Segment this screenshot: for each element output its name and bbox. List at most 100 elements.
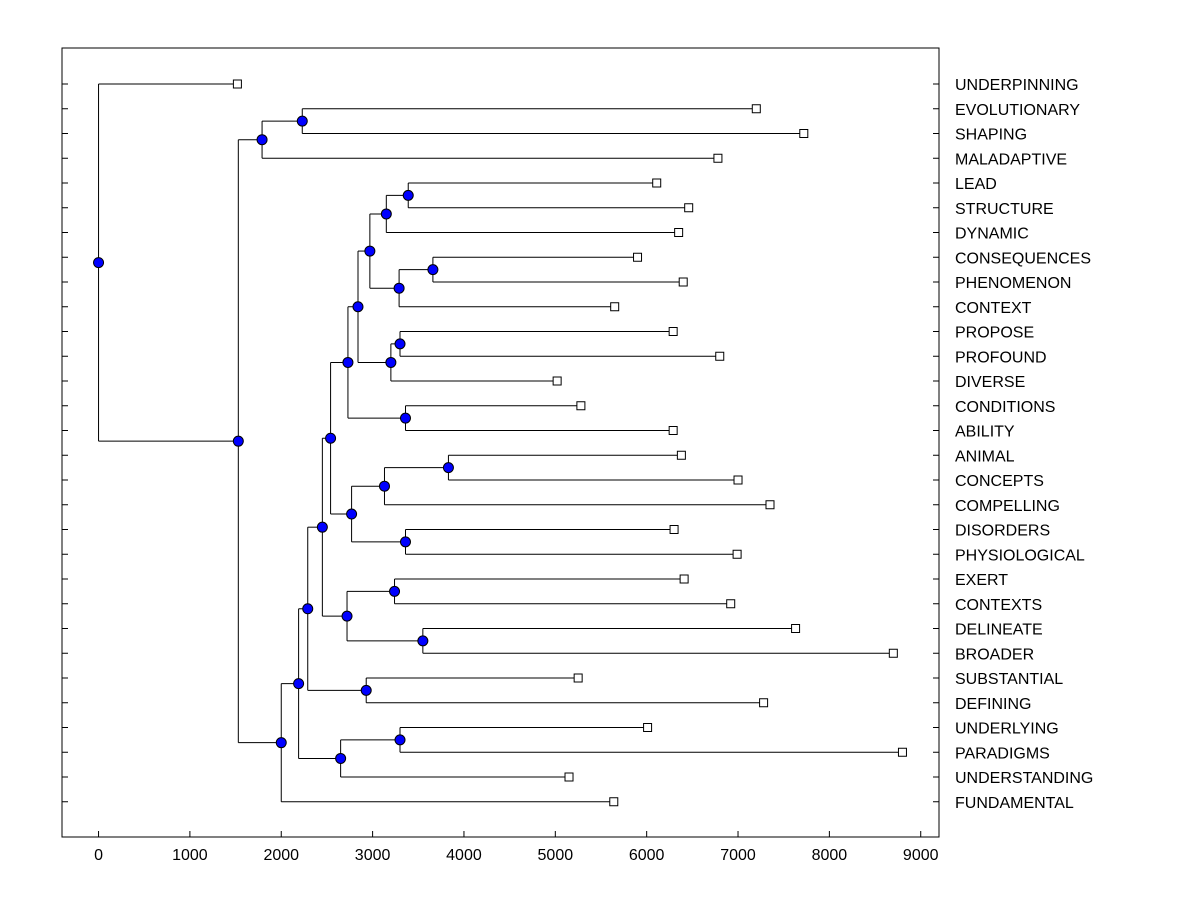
leaf-label-ability: ABILITY: [955, 424, 1015, 441]
merge-node-n6: [393, 282, 405, 294]
merge-node-n21: [316, 521, 328, 533]
leaf-marker-delineate: [791, 624, 801, 633]
leaf-marker-fundamental: [609, 797, 619, 807]
leaf-marker-phenomenon: [678, 277, 688, 287]
merge-node-n18: [389, 585, 401, 597]
leaf-marker-defining: [759, 698, 769, 708]
leaf-label-shaping: SHAPING: [955, 127, 1027, 144]
merge-node-n24: [394, 734, 406, 746]
leaf-label-physiological: PHYSIOLOGICAL: [955, 547, 1085, 564]
merge-node-n17: [325, 432, 337, 444]
merge-node-n4: [380, 208, 392, 220]
leaf-marker-broader: [888, 648, 898, 658]
leaf-label-maladaptive: MALADAPTIVE: [955, 151, 1067, 168]
leaf-marker-contexts: [726, 599, 736, 609]
leaf-label-lead: LEAD: [955, 176, 997, 193]
merge-node-n22: [360, 684, 372, 696]
leaf-marker-maladaptive: [713, 153, 723, 163]
merge-node-n14: [378, 480, 390, 492]
x-tick-label-5000: 5000: [538, 847, 574, 864]
leaf-marker-consequences: [633, 252, 643, 262]
merge-node-n29: [93, 257, 105, 269]
leaf-label-paradigms: PARADIGMS: [955, 745, 1050, 762]
leaf-marker-concepts: [733, 475, 743, 485]
dendrogram-links: [98, 83, 903, 803]
leaf-label-exert: EXERT: [955, 572, 1008, 589]
merge-node-n25: [335, 752, 347, 764]
merge-node-n2: [256, 134, 268, 146]
leaf-marker-profound: [715, 351, 725, 361]
leaf-label-animal: ANIMAL: [955, 448, 1015, 465]
leaf-marker-lead: [652, 178, 662, 188]
leaf-marker-substantial: [573, 673, 583, 683]
merge-node-n28: [232, 435, 244, 447]
merge-node-n15: [399, 536, 411, 548]
merge-node-n1: [296, 115, 308, 127]
leaf-label-conditions: CONDITIONS: [955, 399, 1055, 416]
leaf-marker-context: [610, 302, 620, 312]
leaf-marker-physiological: [732, 549, 742, 559]
leaf-labels: UNDERPINNING EVOLUTIONARY SHAPING MALADAPTI…: [955, 77, 1093, 812]
merge-node-n10: [352, 301, 364, 313]
leaf-label-delineate: DELINEATE: [955, 622, 1043, 639]
merge-node-n5: [427, 264, 439, 276]
leaf-marker-propose: [668, 327, 678, 336]
leaf-marker-underlying: [643, 723, 653, 732]
merge-node-n8: [394, 338, 406, 350]
leaf-label-evolutionary: EVOLUTIONARY: [955, 102, 1080, 119]
x-tick-label-7000: 7000: [720, 847, 756, 864]
x-tick-label-1000: 1000: [172, 847, 208, 864]
merge-node-n23: [302, 603, 314, 615]
merge-node-n27: [275, 737, 287, 749]
merge-node-n13: [442, 462, 454, 474]
merge-node-n16: [346, 508, 358, 520]
x-tick-label-2000: 2000: [263, 847, 299, 864]
leaf-marker-animal: [676, 450, 686, 460]
leaf-label-contexts: CONTEXTS: [955, 597, 1042, 614]
merge-node-n11: [399, 412, 411, 424]
leaf-marker-dynamic: [674, 228, 684, 237]
y-axis-ticks: [62, 83, 939, 803]
merge-node-n19: [417, 635, 429, 647]
merge-node-n9: [385, 356, 397, 368]
merge-node-n7: [364, 245, 376, 257]
leaf-marker-compelling: [765, 500, 775, 510]
x-tick-label-3000: 3000: [355, 847, 391, 864]
leaf-label-underlying: UNDERLYING: [955, 721, 1059, 738]
leaf-marker-shaping: [799, 129, 809, 138]
leaf-marker-understanding: [564, 772, 574, 782]
x-tick-label-4000: 4000: [446, 847, 482, 864]
leaf-label-consequences: CONSEQUENCES: [955, 250, 1091, 267]
leaf-label-disorders: DISORDERS: [955, 523, 1050, 540]
leaf-label-understanding: UNDERSTANDING: [955, 770, 1093, 787]
leaf-label-concepts: CONCEPTS: [955, 473, 1044, 490]
leaf-label-propose: PROPOSE: [955, 325, 1034, 342]
leaf-label-phenomenon: PHENOMENON: [955, 275, 1071, 292]
leaf-marker-diverse: [552, 376, 562, 386]
leaf-marker-conditions: [576, 401, 586, 411]
leaf-markers: [232, 79, 907, 807]
leaf-marker-structure: [684, 203, 694, 213]
leaf-label-defining: DEFINING: [955, 696, 1031, 713]
leaf-label-underpinning: UNDERPINNING: [955, 77, 1079, 94]
merge-node-n26: [293, 678, 305, 690]
leaf-label-dynamic: DYNAMIC: [955, 226, 1029, 243]
leaf-marker-ability: [668, 426, 678, 435]
leaf-label-context: CONTEXT: [955, 300, 1032, 317]
leaf-marker-disorders: [669, 525, 679, 534]
leaf-label-diverse: DIVERSE: [955, 374, 1025, 391]
leaf-marker-paradigms: [897, 747, 907, 757]
x-tick-label-6000: 6000: [629, 847, 665, 864]
x-tick-label-0: 0: [94, 847, 103, 864]
leaf-label-structure: STRUCTURE: [955, 201, 1054, 218]
leaf-marker-exert: [679, 574, 689, 584]
x-axis: 0 1000 2000 3000 4000 5000 6000 7000 8000 9000: [94, 831, 939, 864]
leaf-label-profound: PROFOUND: [955, 349, 1047, 366]
leaf-label-compelling: COMPELLING: [955, 498, 1060, 515]
x-tick-label-8000: 8000: [812, 847, 848, 864]
leaf-marker-underpinning: [232, 79, 242, 89]
merge-node-n3: [402, 189, 414, 201]
merge-node-n20: [341, 610, 353, 622]
x-tick-label-9000: 9000: [903, 847, 939, 864]
